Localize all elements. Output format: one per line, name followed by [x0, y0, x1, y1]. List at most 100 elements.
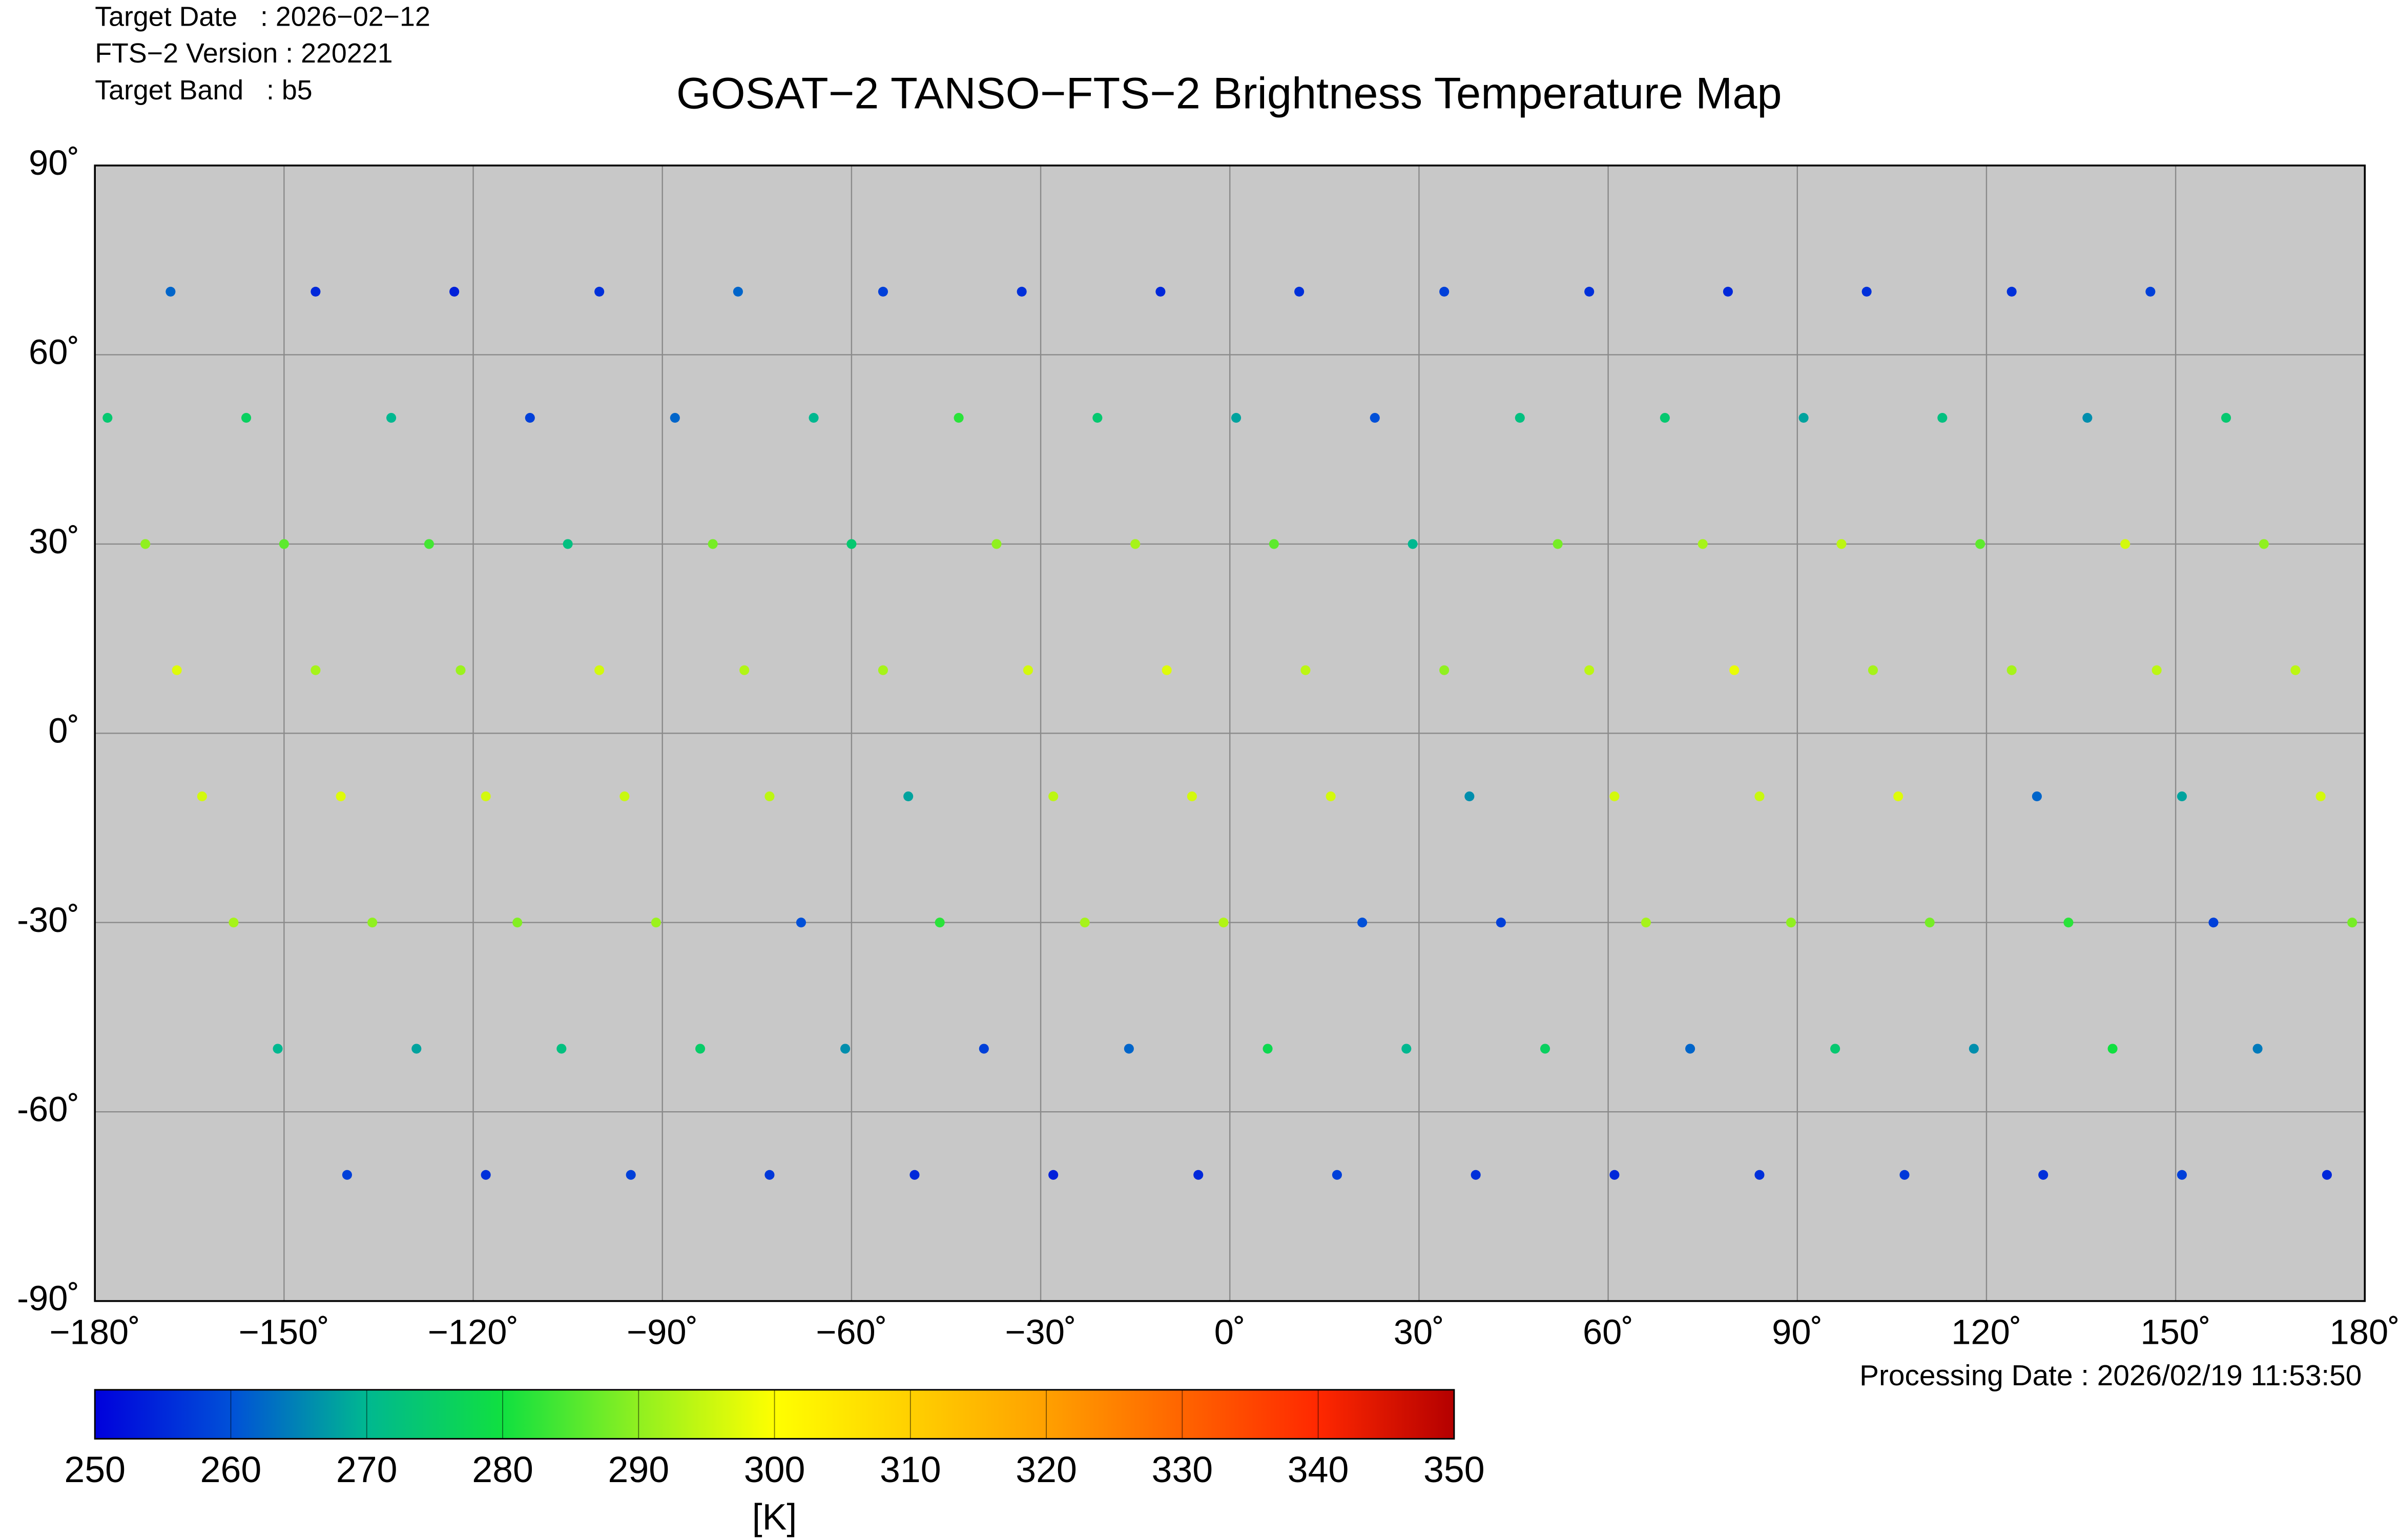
observation-point	[954, 413, 964, 423]
observation-point	[809, 413, 819, 423]
observation-point	[1925, 918, 1935, 928]
colorbar-tick-label: 250	[64, 1449, 126, 1490]
observation-point	[1269, 539, 1279, 549]
colorbar-tick-label: 350	[1423, 1449, 1485, 1490]
observation-point	[1698, 539, 1708, 549]
observation-point	[2082, 413, 2093, 423]
x-tick-label: −60˚	[816, 1312, 887, 1351]
observation-point	[840, 1044, 851, 1054]
observation-point	[367, 918, 378, 928]
observation-point	[1464, 791, 1475, 802]
observation-point	[197, 791, 207, 802]
observation-point	[1496, 918, 1506, 928]
observation-point	[1540, 1044, 1550, 1054]
colorbar-tick-label: 340	[1288, 1449, 1349, 1490]
observation-point	[1439, 286, 1450, 297]
x-tick-label: −30˚	[1005, 1312, 1076, 1351]
observation-point	[1798, 413, 1809, 423]
observation-point	[279, 539, 289, 549]
observation-point	[1023, 665, 1033, 675]
observation-point	[1969, 1044, 1979, 1054]
x-tick-label: 60˚	[1583, 1312, 1633, 1351]
observation-point	[386, 413, 397, 423]
annotation: Target Date : 2026−02−12	[95, 1, 430, 32]
observation-point	[1553, 539, 1563, 549]
x-tick-label: −180˚	[49, 1312, 140, 1351]
observation-point	[1357, 918, 1368, 928]
observation-point	[2151, 665, 2162, 675]
observation-point	[481, 791, 491, 802]
y-tick-label: 30˚	[29, 522, 79, 561]
observation-point	[2032, 791, 2042, 802]
observation-point	[1609, 1170, 1620, 1180]
y-tick-label: 60˚	[29, 332, 79, 372]
observation-point	[411, 1044, 422, 1054]
plot-area	[94, 164, 2366, 1302]
observation-point	[140, 539, 151, 549]
y-tick-label: 90˚	[29, 143, 79, 182]
observation-point	[481, 1170, 491, 1180]
observation-point	[796, 918, 806, 928]
observation-point	[1584, 665, 1595, 675]
observation-point	[342, 1170, 352, 1180]
annotation: FTS−2 Version : 220221	[95, 38, 392, 69]
colorbar-tick-label: 300	[744, 1449, 805, 1490]
observation-point	[1048, 1170, 1059, 1180]
observation-point	[651, 918, 661, 928]
observation-point	[1975, 539, 1985, 549]
observation-point	[878, 665, 888, 675]
observation-point	[1162, 665, 1172, 675]
observation-point	[708, 539, 718, 549]
observation-point	[1786, 918, 1796, 928]
observation-point	[1193, 1170, 1204, 1180]
observation-point	[1868, 665, 1878, 675]
observation-point	[1231, 413, 1242, 423]
observation-point	[2120, 539, 2130, 549]
observation-point	[1685, 1044, 1695, 1054]
plot-frame	[94, 164, 2366, 1302]
observation-point	[626, 1170, 636, 1180]
observation-point	[1263, 1044, 1273, 1054]
x-tick-label: 0˚	[1214, 1312, 1246, 1351]
observation-point	[1861, 286, 1872, 297]
x-tick-label: −120˚	[428, 1312, 519, 1351]
x-tick-label: −90˚	[627, 1312, 698, 1351]
observation-point	[764, 1170, 775, 1180]
observation-point	[241, 413, 252, 423]
observation-point	[1408, 539, 1418, 549]
colorbar-tick-label: 320	[1016, 1449, 1077, 1490]
observation-point	[165, 286, 176, 297]
observation-point	[2063, 918, 2074, 928]
observation-point	[2322, 1170, 2332, 1180]
observation-point	[1124, 1044, 1134, 1054]
observation-point	[424, 539, 434, 549]
observation-point	[764, 791, 775, 802]
observation-point	[1830, 1044, 1840, 1054]
observation-point	[1893, 791, 1904, 802]
observation-point	[1471, 1170, 1481, 1180]
observation-point	[1332, 1170, 1342, 1180]
observation-point	[733, 286, 743, 297]
observation-point	[739, 665, 750, 675]
observation-point	[878, 286, 888, 297]
observation-point	[102, 413, 113, 423]
observation-point	[336, 791, 346, 802]
observation-point	[2145, 286, 2156, 297]
observation-point	[1017, 286, 1027, 297]
observation-point	[1370, 413, 1380, 423]
observation-point	[2252, 1044, 2263, 1054]
observation-point	[1187, 791, 1197, 802]
observation-point	[1300, 665, 1311, 675]
observation-point	[594, 665, 605, 675]
observation-point	[1641, 918, 1651, 928]
observation-point	[1080, 918, 1090, 928]
colorbar-tick-label: 280	[472, 1449, 533, 1490]
observation-point	[2290, 665, 2301, 675]
observation-point	[2221, 413, 2231, 423]
observation-point	[1836, 539, 1847, 549]
observation-point	[512, 918, 523, 928]
x-tick-label: 90˚	[1772, 1312, 1823, 1351]
observation-point	[2208, 918, 2219, 928]
observation-point	[670, 413, 680, 423]
observation-point	[229, 918, 239, 928]
